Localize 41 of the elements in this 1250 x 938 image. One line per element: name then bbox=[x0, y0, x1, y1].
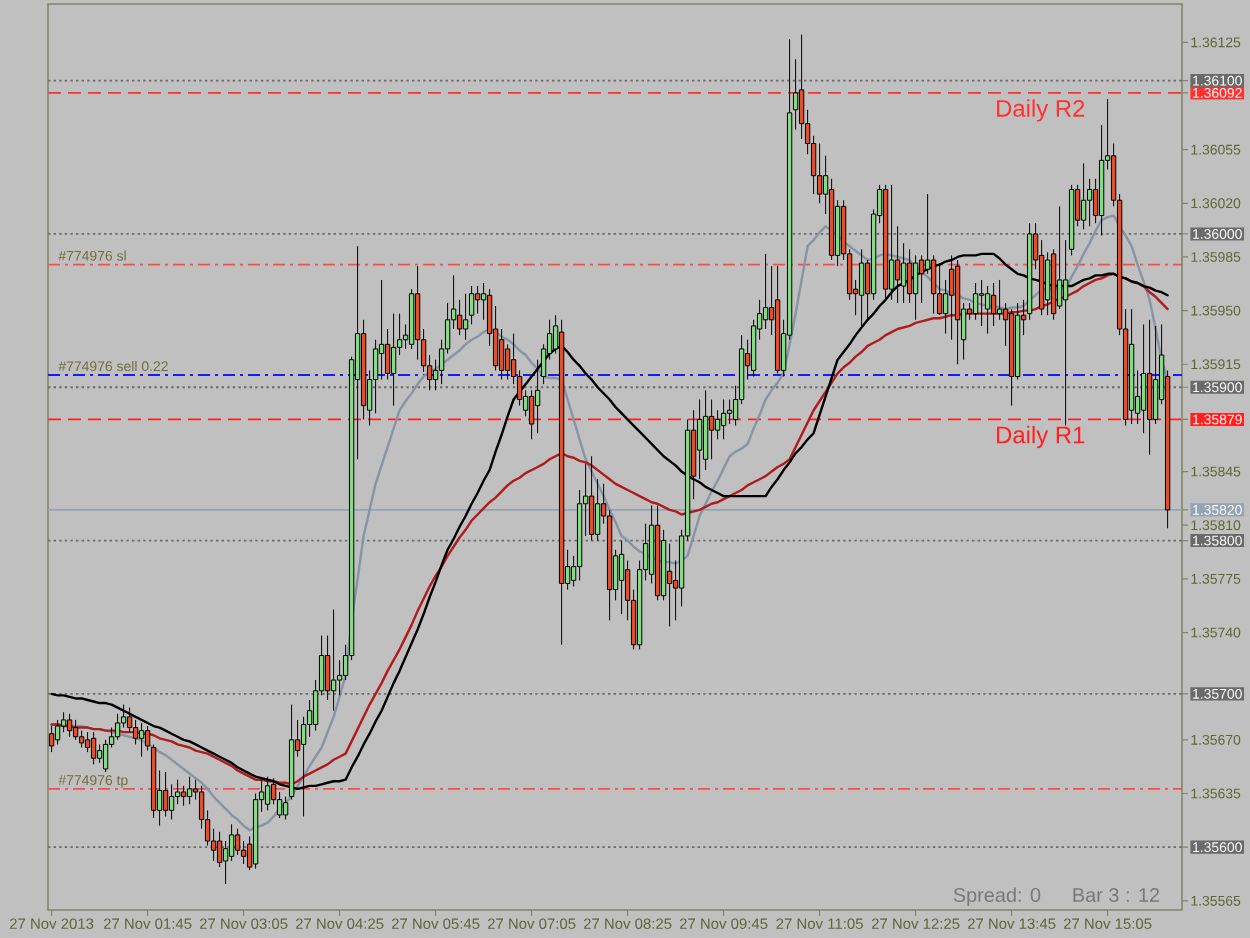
candlestick bbox=[594, 478, 601, 542]
candlestick bbox=[54, 719, 61, 745]
candlestick bbox=[234, 828, 241, 856]
candlestick bbox=[666, 543, 673, 627]
candlestick bbox=[96, 743, 103, 764]
candlestick bbox=[708, 399, 715, 460]
candlestick bbox=[90, 731, 97, 765]
candlestick bbox=[1140, 323, 1147, 434]
candlestick bbox=[186, 776, 193, 805]
candlestick bbox=[282, 796, 289, 821]
candlestick bbox=[996, 279, 1003, 321]
candlestick bbox=[1146, 319, 1153, 456]
candlestick bbox=[474, 285, 481, 315]
candlestick bbox=[138, 722, 145, 758]
candlestick bbox=[390, 313, 397, 407]
candlestick bbox=[936, 262, 943, 316]
candlestick bbox=[618, 540, 625, 615]
ref-line-label: Daily R1 bbox=[997, 425, 1085, 449]
candlestick bbox=[462, 293, 469, 341]
candlestick bbox=[330, 609, 337, 712]
candlestick bbox=[180, 785, 187, 807]
candlestick bbox=[816, 143, 823, 204]
candlestick bbox=[168, 783, 175, 821]
annotation: Spread: 0 bbox=[953, 887, 1041, 906]
candlestick bbox=[588, 455, 595, 542]
candlestick bbox=[978, 279, 985, 327]
candlestick bbox=[1152, 325, 1159, 425]
annotation: Bar 3 : 12 bbox=[1073, 887, 1160, 903]
candlestick bbox=[990, 282, 997, 327]
candlestick bbox=[972, 282, 979, 321]
candlestick bbox=[114, 713, 121, 741]
candlestick bbox=[702, 389, 709, 471]
candlestick bbox=[84, 731, 91, 753]
ref-line-label: Daily R2 bbox=[997, 99, 1085, 122]
candlestick bbox=[72, 719, 79, 741]
candlestick bbox=[162, 771, 169, 817]
candlestick bbox=[984, 285, 991, 335]
candlestick bbox=[1080, 162, 1087, 230]
candlestick bbox=[66, 713, 73, 738]
candlestick bbox=[720, 399, 727, 440]
candlestick bbox=[48, 725, 55, 753]
